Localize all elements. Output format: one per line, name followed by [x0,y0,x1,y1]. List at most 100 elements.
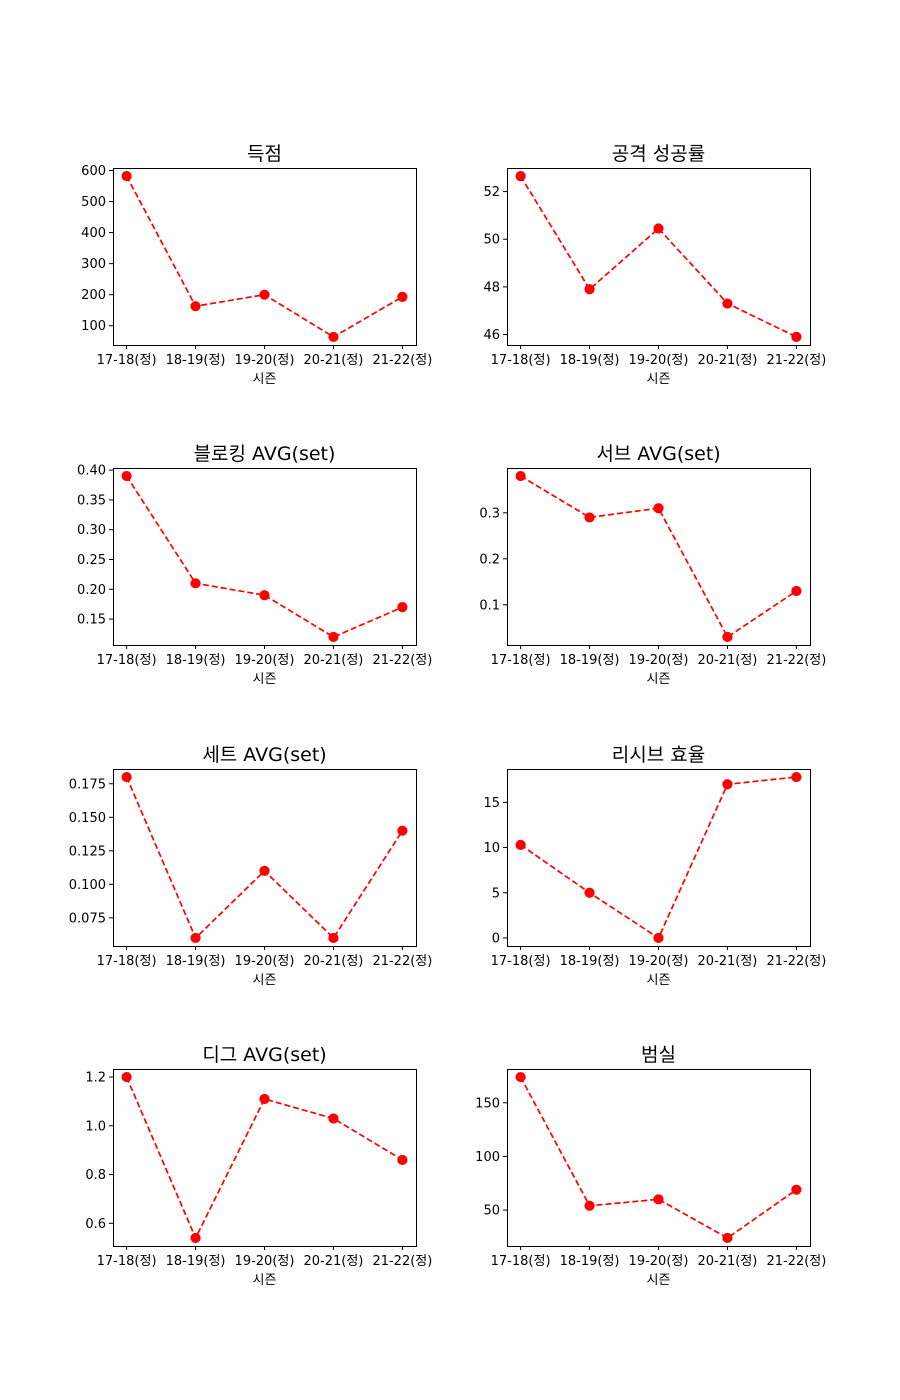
series-line [125,175,403,338]
x-tick-label: 20-21(정) [304,653,364,668]
x-tick-label: 19-20(정) [235,653,295,668]
y-tick-label: 100 [475,1150,500,1165]
y-tick-label: 50 [483,1204,500,1219]
data-point [328,331,339,343]
series-line [519,175,797,338]
x-tick-label: 20-21(정) [698,353,758,368]
data-point [397,291,408,302]
data-point [791,331,802,343]
y-tick-label: 0.30 [77,523,106,538]
data-point [259,1093,270,1105]
plot-frame [507,168,811,346]
x-axis-label: 시즌 [253,973,277,988]
chart-title: 세트 AVG(set) [202,744,326,766]
subplot-3: 서브 AVG(set) 0.1 0.2 0.3 17-18(정) 18-19(정) 19-2… [479,443,826,687]
chart-title: 공격 성공률 [612,143,705,165]
data-point [515,1071,526,1083]
y-tick-label: 300 [81,257,106,272]
data-point [791,771,802,783]
data-point [722,631,733,643]
data-point [584,887,595,898]
y-tick-label: 500 [81,195,106,210]
data-point [722,779,733,790]
x-tick-label: 18-19(정) [166,1254,226,1269]
x-axis-label: 시즌 [253,372,277,387]
data-point [259,289,270,300]
x-tick-label: 19-20(정) [235,353,295,368]
series-line [519,1076,797,1240]
x-tick-label: 20-21(정) [304,954,364,969]
x-tick-label: 21-22(정) [372,1254,432,1269]
plot-frame [113,168,417,346]
y-tick-label: 0.8 [85,1168,106,1183]
data-point [190,301,201,312]
y-tick-label: 5 [492,886,500,901]
y-tick-label: 0.40 [77,464,106,479]
x-tick-label: 21-22(정) [372,653,432,668]
x-tick-label: 21-22(정) [766,653,826,668]
y-tick-label: 0.2 [479,552,500,567]
data-point [791,585,802,597]
y-tick-label: 0.25 [77,553,106,568]
x-tick-label: 20-21(정) [698,954,758,969]
data-point [121,170,132,182]
x-tick-label: 18-19(정) [560,653,620,668]
x-tick-label: 17-18(정) [491,353,551,368]
x-tick-label: 21-22(정) [372,954,432,969]
subplot-1: 공격 성공률 46 48 50 52 17-18(정) 18-19(정) 19-20(정) 20… [483,143,826,387]
x-tick-label: 18-19(정) [560,1254,620,1269]
x-tick-label: 19-20(정) [235,1254,295,1269]
data-point [190,1232,201,1244]
data-point [515,839,526,850]
y-tick-label: 400 [81,226,106,241]
data-point [259,590,270,601]
x-tick-label: 21-22(정) [766,353,826,368]
y-tick-label: 1.0 [85,1119,106,1134]
x-tick-label: 18-19(정) [166,353,226,368]
x-tick-label: 18-19(정) [560,954,620,969]
x-tick-label: 19-20(정) [629,1254,689,1269]
y-tick-label: 10 [483,841,500,856]
y-tick-label: 0.20 [77,583,106,598]
x-axis-label: 시즌 [647,372,671,387]
x-tick-label: 17-18(정) [491,1254,551,1269]
data-point [584,1200,595,1211]
chart-title: 범실 [641,1044,676,1066]
data-point [584,512,595,523]
data-point [397,602,408,613]
y-tick-label: 0.175 [69,777,106,792]
data-point [328,631,339,643]
x-axis-label: 시즌 [253,672,277,687]
data-point [190,932,201,944]
data-point [653,503,664,514]
y-tick-label: 15 [483,796,500,811]
data-point [584,284,595,295]
x-tick-label: 17-18(정) [97,353,157,368]
data-point [653,1194,664,1205]
data-point [791,1184,802,1195]
data-point [328,932,339,944]
data-point [722,1232,733,1244]
y-tick-label: 0.100 [69,878,106,893]
plot-frame [507,1069,811,1247]
x-tick-label: 17-18(정) [97,954,157,969]
series-line [520,776,797,940]
y-tick-label: 0.35 [77,493,106,508]
plot-frame [507,769,811,947]
x-tick-label: 21-22(정) [766,954,826,969]
data-point [121,470,132,482]
x-tick-label: 20-21(정) [698,653,758,668]
data-point [515,470,526,482]
data-point [121,771,132,783]
chart-title: 서브 AVG(set) [596,443,720,465]
data-point [722,298,733,309]
y-tick-label: 0.1 [479,598,500,613]
subplot-2: 블로킹 AVG(set) 0.15 0.20 0.25 0.30 0.35 0.40 17-1… [77,443,432,687]
y-tick-label: 46 [483,328,500,343]
x-tick-label: 18-19(정) [166,954,226,969]
y-tick-label: 0.6 [85,1217,106,1232]
y-tick-label: 0.075 [69,911,106,926]
x-axis-label: 시즌 [647,672,671,687]
x-tick-label: 21-22(정) [372,353,432,368]
